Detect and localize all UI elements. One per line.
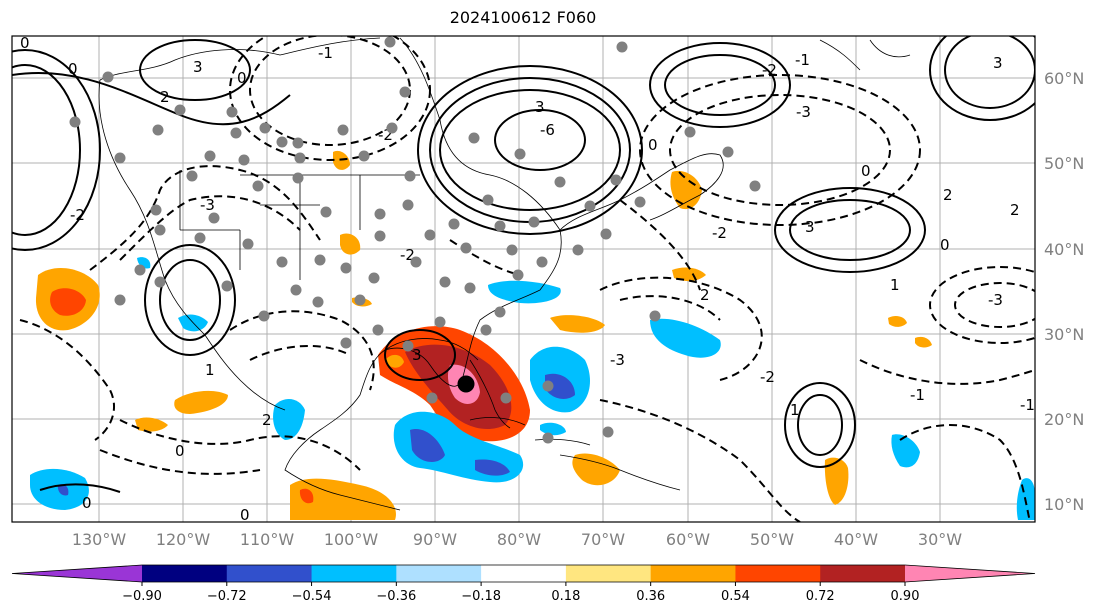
contour-label: 2 xyxy=(943,186,953,204)
contour-label: 0 xyxy=(20,34,30,52)
contour-lines xyxy=(12,36,1035,493)
colorbar-tick-label: 0.36 xyxy=(636,589,665,604)
colorbar-tick-label: 0.72 xyxy=(806,589,835,604)
colorbar-segment xyxy=(565,565,652,582)
storm-center-marker xyxy=(457,375,475,393)
map-title: 2024100612 F060 xyxy=(449,8,597,27)
contour-label: 3 xyxy=(993,54,1003,72)
colorbar-tick-label: 0.18 xyxy=(551,589,580,604)
contour-label: 0 xyxy=(240,506,250,524)
contour-label: 0 xyxy=(68,60,78,78)
lat-label: 40°N xyxy=(1044,240,1084,259)
colorbar-segment xyxy=(142,565,228,582)
colorbar-tick-label: −0.54 xyxy=(292,589,332,604)
lon-label: 30°W xyxy=(918,530,962,549)
colorbar-tick-label: −0.36 xyxy=(376,589,416,604)
lat-label: 50°N xyxy=(1044,154,1084,173)
colorbar-extend-high xyxy=(905,565,1035,582)
contour-label: 2 xyxy=(262,411,272,429)
lat-label: 20°N xyxy=(1044,410,1084,429)
lon-label: 110°W xyxy=(240,530,295,549)
lon-label: 50°W xyxy=(750,530,794,549)
contour-label: 3 xyxy=(412,346,422,364)
lat-label: 10°N xyxy=(1044,495,1084,514)
lat-label: 60°N xyxy=(1044,69,1084,88)
colorbar-segment xyxy=(650,565,736,582)
colorbar-segment xyxy=(820,565,906,582)
contour-label: 0 xyxy=(861,162,871,180)
contour-label: 0 xyxy=(940,236,950,254)
lon-label: 60°W xyxy=(666,530,710,549)
lon-label: 80°W xyxy=(497,530,541,549)
colorbar-segment xyxy=(481,565,567,582)
colorbar-segment xyxy=(226,565,313,582)
lon-label: 120°W xyxy=(156,530,211,549)
colorbar-tick-label: 0.90 xyxy=(891,589,920,604)
contour-label: -1 xyxy=(795,51,810,69)
contour-labels: 0 3 0 2 0 -1 -2 3 0 -3 -2 -1 2 -3 -6 -2 … xyxy=(20,34,1035,524)
contour-label: -1 xyxy=(318,44,333,62)
coastlines xyxy=(98,37,911,511)
contour-label: 0 xyxy=(237,69,247,87)
colorbar-segment xyxy=(396,565,482,582)
lon-label: 40°W xyxy=(834,530,878,549)
contour-label: -3 xyxy=(796,103,811,121)
contour-label: 0 xyxy=(82,494,92,512)
map-frame xyxy=(11,35,1036,523)
contour-label: 3 xyxy=(535,98,545,116)
contour-label: 3 xyxy=(193,58,203,76)
contour-label: -6 xyxy=(540,121,555,139)
colorbar-segment xyxy=(735,565,821,582)
contour-label: -3 xyxy=(200,196,215,214)
contour-label: -2 xyxy=(70,206,85,224)
contour-lines-dashed xyxy=(19,36,1035,522)
colorbar-tick-label: −0.90 xyxy=(122,589,162,604)
colorbar-segment xyxy=(311,565,397,582)
lon-label: 90°W xyxy=(413,530,457,549)
lon-label: 100°W xyxy=(324,530,379,549)
contour-label: -3 xyxy=(988,291,1003,309)
contour-label: -1 xyxy=(1020,396,1035,414)
contour-label: -2 xyxy=(762,61,777,79)
lon-label: 130°W xyxy=(72,530,127,549)
colorbar: −0.90 −0.72 −0.54 −0.36 −0.18 0.18 0.36 0.54 0.7… xyxy=(11,564,1036,604)
colorbar-tick-label: −0.72 xyxy=(207,589,247,604)
contour-label: 0 xyxy=(648,136,658,154)
latitude-labels: 60°N 50°N 40°N 30°N 20°N 10°N xyxy=(1044,69,1084,514)
lon-label: 70°W xyxy=(581,530,625,549)
contour-label: 2 xyxy=(160,88,170,106)
contour-label: -3 xyxy=(610,351,625,369)
contour-label: 1 xyxy=(890,276,900,294)
contour-label: 2 xyxy=(700,286,710,304)
colorbar-tick-label: 0.54 xyxy=(721,589,750,604)
contour-label: 1 xyxy=(790,401,800,419)
contour-label: -2 xyxy=(712,224,727,242)
contour-label: -2 xyxy=(760,368,775,386)
observation-dots xyxy=(69,36,761,444)
contour-label: 1 xyxy=(205,361,215,379)
contour-label: 0 xyxy=(175,442,185,460)
contour-label: 3 xyxy=(805,218,815,236)
colorbar-extend-low xyxy=(12,565,142,582)
contour-label: 2 xyxy=(1010,201,1020,219)
contour-label: -1 xyxy=(910,386,925,404)
lat-label: 30°N xyxy=(1044,325,1084,344)
colorbar-tick-label: −0.18 xyxy=(461,589,501,604)
longitude-labels: 130°W 120°W 110°W 100°W 90°W 80°W 70°W 6… xyxy=(72,530,962,549)
